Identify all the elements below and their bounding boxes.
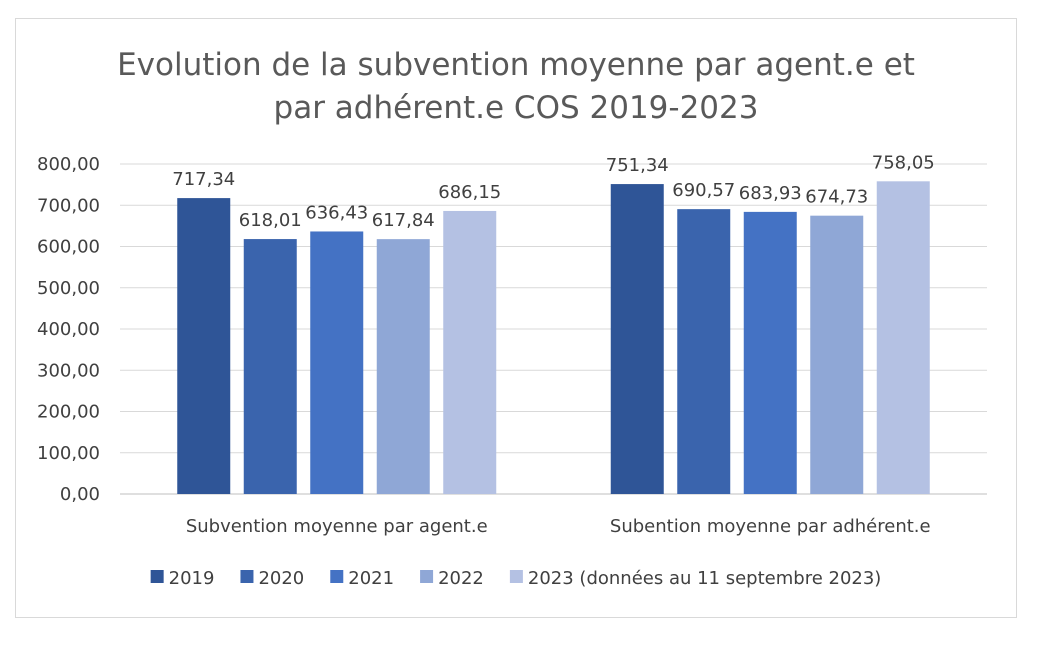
legend-label: 2022: [438, 568, 484, 589]
bar-2021-cat-1: [743, 211, 797, 494]
legend-item: 2023 (données au 11 septembre 2023): [509, 568, 881, 589]
bar-2023-cat-0: [443, 210, 497, 494]
data-label: 683,93: [739, 183, 802, 204]
legend-swatch: [240, 570, 254, 583]
legend-label: 2023 (données au 11 septembre 2023): [528, 568, 881, 589]
legend-item: 2019: [150, 568, 215, 589]
data-label: 686,15: [438, 182, 501, 203]
data-label: 690,57: [672, 180, 735, 201]
data-label: 674,73: [805, 187, 868, 208]
legend-swatch: [150, 570, 164, 583]
category-label: Subvention moyenne par agent.e: [186, 516, 488, 537]
category-label: Subention moyenne par adhérent.e: [610, 516, 931, 537]
data-label: 617,84: [372, 210, 435, 231]
data-label: 618,01: [239, 210, 302, 231]
legend-label: 2021: [348, 568, 394, 589]
legend-item: 2021: [330, 568, 394, 589]
legend-swatch: [420, 570, 434, 583]
bar-2019-cat-1: [610, 184, 664, 494]
legend-label: 2019: [169, 568, 215, 589]
bar-2020-cat-0: [243, 239, 297, 494]
y-tick-label: 400,00: [37, 319, 100, 340]
legend-swatch: [509, 570, 523, 583]
chart-title-line-1: Evolution de la subvention moyenne par a…: [117, 47, 915, 83]
legend-swatch: [330, 570, 344, 583]
y-tick-label: 800,00: [37, 154, 100, 175]
data-label: 717,34: [172, 169, 235, 190]
legend-label: 2020: [258, 568, 304, 589]
data-label: 751,34: [606, 155, 669, 176]
y-tick-label: 700,00: [37, 195, 100, 216]
y-tick-label: 100,00: [37, 443, 100, 464]
y-tick-label: 300,00: [37, 360, 100, 381]
y-tick-label: 500,00: [37, 278, 100, 299]
y-tick-label: 600,00: [37, 237, 100, 258]
y-tick-label: 200,00: [37, 402, 100, 423]
data-label: 758,05: [872, 152, 935, 173]
chart-title-line-2: par adhérent.e COS 2019-2023: [274, 90, 759, 126]
legend-item: 2022: [420, 568, 484, 589]
bar-2023-cat-1: [876, 181, 930, 494]
y-tick-label: 0,00: [60, 484, 100, 505]
bar-2020-cat-1: [677, 209, 731, 494]
bar-2021-cat-0: [310, 231, 364, 494]
bar-2019-cat-0: [177, 198, 231, 495]
legend-item: 2020: [240, 568, 304, 589]
bar-2022-cat-1: [810, 215, 864, 494]
bar-2022-cat-0: [376, 239, 430, 494]
data-label: 636,43: [305, 202, 368, 223]
